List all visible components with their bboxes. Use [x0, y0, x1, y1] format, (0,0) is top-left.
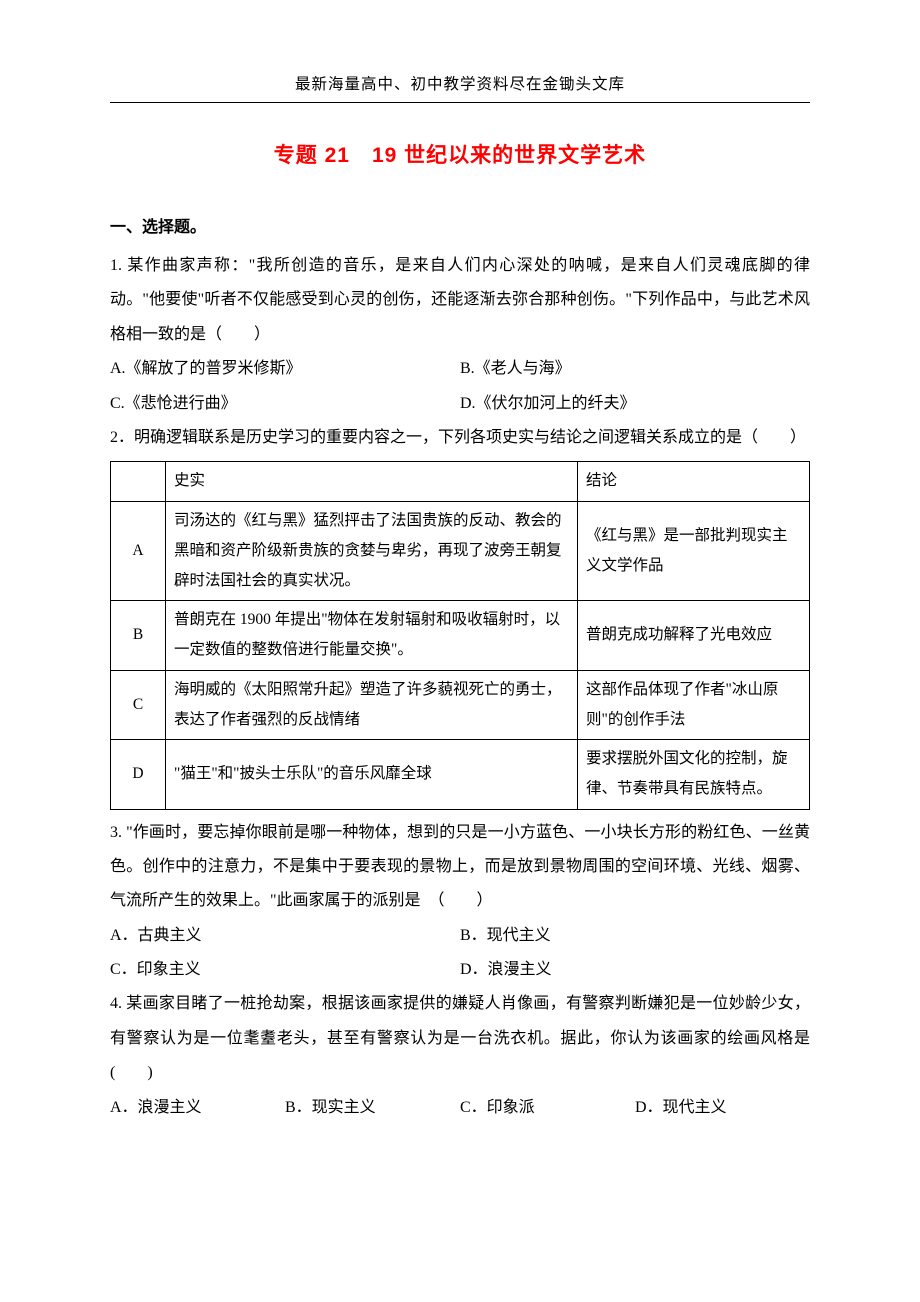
table-cell-conc: 普朗克成功解释了光电效应 [578, 601, 810, 670]
page-header: 最新海量高中、初中教学资料尽在金锄头文库 [110, 72, 810, 103]
table-cell-conc: 《红与黑》是一部批判现实主义文学作品 [578, 501, 810, 601]
q1-options: A.《解放了的普罗米修斯》 B.《老人与海》 C.《悲怆进行曲》 D.《伏尔加河… [110, 352, 810, 421]
page: 最新海量高中、初中教学资料尽在金锄头文库 专题 21 19 世纪以来的世界文学艺… [0, 0, 920, 1302]
table-row: D "猫王"和"披头士乐队"的音乐风靡全球 要求摆脱外国文化的控制，旋律、节奏带… [111, 740, 810, 809]
q4-option-d: D．现代主义 [635, 1091, 810, 1125]
q1-option-b: B.《老人与海》 [460, 352, 810, 386]
q2-table: 史实 结论 A 司汤达的《红与黑》猛烈抨击了法国贵族的反动、教会的黑暗和资产阶级… [110, 461, 810, 809]
q4-option-c: C．印象派 [460, 1091, 635, 1125]
q4-options: A．浪漫主义 B．现实主义 C．印象派 D．现代主义 [110, 1091, 810, 1125]
q3-option-d: D．浪漫主义 [460, 953, 810, 987]
table-cell-key: C [111, 670, 166, 739]
q1-option-d: D.《伏尔加河上的纤夫》 [460, 387, 810, 421]
table-cell-fact: "猫王"和"披头士乐队"的音乐风靡全球 [166, 740, 578, 809]
q4-stem: 4. 某画家目睹了一桩抢劫案，根据该画家提供的嫌疑人肖像画，有警察判断嫌犯是一位… [110, 987, 810, 1090]
q2-stem: 2．明确逻辑联系是历史学习的重要内容之一，下列各项史实与结论之间逻辑关系成立的是… [110, 421, 810, 455]
q3-stem: 3. "作画时，要忘掉你眼前是哪一种物体，想到的只是一小方蓝色、一小块长方形的粉… [110, 816, 810, 919]
q3-option-b: B．现代主义 [460, 919, 810, 953]
q3-option-c: C．印象主义 [110, 953, 460, 987]
table-cell-key: A [111, 501, 166, 601]
table-cell-fact: 海明威的《太阳照常升起》塑造了许多藐视死亡的勇士，表达了作者强烈的反战情绪 [166, 670, 578, 739]
document-title: 专题 21 19 世纪以来的世界文学艺术 [110, 139, 810, 169]
q1-option-a: A.《解放了的普罗米修斯》 [110, 352, 460, 386]
q4-option-b: B．现实主义 [285, 1091, 460, 1125]
q4-option-a: A．浪漫主义 [110, 1091, 285, 1125]
table-cell-conc: 要求摆脱外国文化的控制，旋律、节奏带具有民族特点。 [578, 740, 810, 809]
q3-options: A．古典主义 B．现代主义 C．印象主义 D．浪漫主义 [110, 919, 810, 988]
table-row: C 海明威的《太阳照常升起》塑造了许多藐视死亡的勇士，表达了作者强烈的反战情绪 … [111, 670, 810, 739]
table-cell-key: B [111, 601, 166, 670]
section-1-heading: 一、选择题。 [110, 213, 810, 237]
table-header-key [111, 462, 166, 501]
table-header-fact: 史实 [166, 462, 578, 501]
table-header-conc: 结论 [578, 462, 810, 501]
table-header-row: 史实 结论 [111, 462, 810, 501]
table-cell-key: D [111, 740, 166, 809]
q3-option-a: A．古典主义 [110, 919, 460, 953]
table-cell-conc: 这部作品体现了作者"冰山原则"的创作手法 [578, 670, 810, 739]
table-row: B 普朗克在 1900 年提出"物体在发射辐射和吸收辐射时，以一定数值的整数倍进… [111, 601, 810, 670]
table-row: A 司汤达的《红与黑》猛烈抨击了法国贵族的反动、教会的黑暗和资产阶级新贵族的贪婪… [111, 501, 810, 601]
table-cell-fact: 普朗克在 1900 年提出"物体在发射辐射和吸收辐射时，以一定数值的整数倍进行能… [166, 601, 578, 670]
table-cell-fact: 司汤达的《红与黑》猛烈抨击了法国贵族的反动、教会的黑暗和资产阶级新贵族的贪婪与卑… [166, 501, 578, 601]
q1-stem: 1. 某作曲家声称："我所创造的音乐，是来自人们内心深处的呐喊，是来自人们灵魂底… [110, 249, 810, 352]
q1-option-c: C.《悲怆进行曲》 [110, 387, 460, 421]
